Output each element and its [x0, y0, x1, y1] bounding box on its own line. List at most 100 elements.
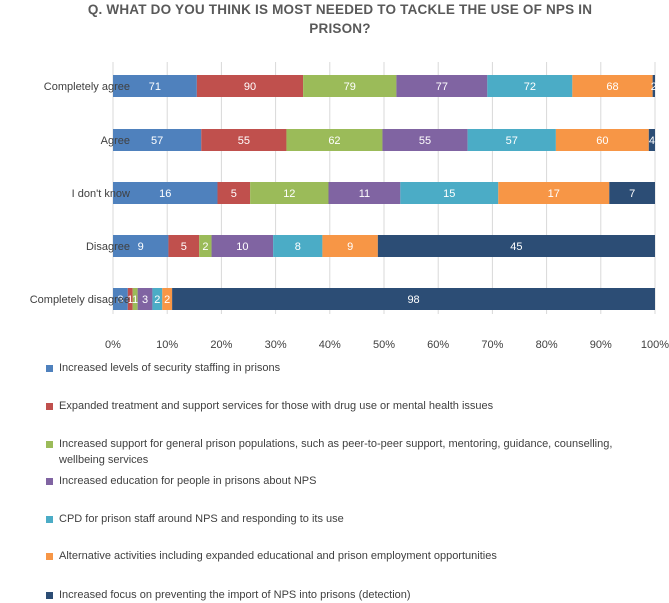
bar-segment [382, 129, 468, 151]
x-tick-label: 50% [373, 339, 395, 350]
bar-segment [648, 129, 655, 151]
category-label: Agree [101, 135, 130, 147]
bar-row: 3 11 3 2 2 98 [113, 288, 656, 310]
bar-segment [137, 288, 153, 310]
bar-row: 57 55 62 55 57 60 4 [113, 129, 655, 151]
x-tick-label: 40% [319, 339, 341, 350]
bar-segment [609, 182, 655, 204]
data-label: 55 [238, 135, 250, 147]
data-label: 45 [510, 241, 522, 253]
bar-segment [113, 182, 218, 204]
chart-title: Q. WHAT DO YOU THINK IS MOST NEEDED TO T… [87, 2, 593, 36]
x-axis-ticks: 0% 10% 20% 30% 40% 50% 60% 70% 80% 90% 100% [105, 339, 669, 350]
data-label: 4 [649, 135, 655, 147]
data-label: 62 [328, 135, 340, 147]
data-label: 1 [132, 294, 138, 306]
x-tick-label: 80% [536, 339, 558, 350]
bar-segment [162, 288, 173, 310]
data-label: 98 [407, 294, 419, 306]
bar-segment [555, 129, 649, 151]
data-label: 71 [149, 81, 161, 93]
legend-item: Increased education for people in prison… [46, 473, 659, 489]
x-tick-label: 60% [427, 339, 449, 350]
bar-segment [196, 75, 304, 97]
x-tick-label: 90% [590, 339, 612, 350]
bar-row: 16 5 12 11 15 17 7 [113, 182, 655, 204]
legend-swatch [46, 478, 53, 485]
data-label: 3 [117, 294, 123, 306]
data-label: 57 [151, 135, 163, 147]
legend-swatch [46, 365, 53, 372]
bar-segment [652, 75, 655, 97]
bars: 71 90 79 77 72 68 257 55 62 55 57 60 416 5 12 11 15 17 79 5… [113, 75, 657, 310]
data-label: 55 [419, 135, 431, 147]
category-labels: Completely agree Agree I don't know Disagre… [30, 81, 130, 306]
data-label: 2 [651, 81, 657, 93]
data-label: 90 [244, 81, 256, 93]
bar-segment [217, 182, 251, 204]
bar-segment [572, 75, 653, 97]
bar-row: 9 5 2 10 8 9 45 [113, 235, 655, 257]
data-label: 3 [142, 294, 148, 306]
bar-segment [377, 235, 655, 257]
legend-swatch [46, 441, 53, 448]
legend-label: Increased levels of security staffing in… [59, 362, 281, 374]
bar-segment [396, 75, 488, 97]
bar-segment [199, 235, 212, 257]
bar-segment [322, 235, 378, 257]
data-label: 9 [138, 241, 144, 253]
legend-item: CPD for prison staff around NPS and resp… [46, 511, 659, 527]
data-label: 57 [506, 135, 518, 147]
data-label: 2 [202, 241, 208, 253]
legend-swatch [46, 592, 53, 599]
data-label: 68 [606, 81, 618, 93]
legend-item: Increased levels of security staffing in… [46, 360, 659, 376]
data-label: 2 [154, 294, 160, 306]
bar-segment [467, 129, 556, 151]
legend-item: Increased support for general prison pop… [46, 436, 659, 468]
data-label: 1 [127, 294, 133, 306]
x-tick-label: 100% [641, 339, 669, 350]
legend-label: Expanded treatment and support services … [59, 400, 494, 412]
bar-segment [303, 75, 397, 97]
bar-row: 71 90 79 77 72 68 2 [113, 75, 657, 97]
bar-segment [168, 235, 200, 257]
data-label: 72 [524, 81, 536, 93]
data-label: 2 [164, 294, 170, 306]
legend-label: CPD for prison staff around NPS and resp… [59, 513, 344, 525]
data-label: 11 [359, 188, 370, 200]
data-label: 8 [295, 241, 301, 253]
legend-swatch [46, 516, 53, 523]
bar-segment [113, 288, 128, 310]
x-tick-label: 70% [481, 339, 503, 350]
data-label: 9 [347, 241, 353, 253]
bar-segment [152, 288, 163, 310]
data-label: 79 [344, 81, 356, 93]
bar-segment [132, 288, 138, 310]
data-label: 7 [629, 188, 635, 200]
category-label: I don't know [72, 188, 130, 200]
data-label: 5 [231, 188, 237, 200]
bar-segment [487, 75, 573, 97]
bar-segment [113, 129, 202, 151]
x-tick-label: 0% [105, 339, 121, 350]
legend-swatch [46, 403, 53, 410]
stacked-bar-chart: 71 90 79 77 72 68 257 55 62 55 57 60 416 5 12 11 15 17 79 5… [30, 62, 669, 350]
data-label: 16 [159, 188, 171, 200]
bar-segment [113, 235, 169, 257]
data-label: 17 [548, 188, 560, 200]
data-label: 10 [236, 241, 248, 253]
bar-segment [113, 75, 197, 97]
bar-segment [273, 235, 323, 257]
category-label: Disagree [86, 241, 130, 253]
legend-label: Increased education for people in prison… [59, 475, 317, 487]
legend-item: Alternative activities including expande… [46, 548, 659, 564]
data-label: 77 [436, 81, 448, 93]
data-label: 60 [596, 135, 608, 147]
bar-segment [498, 182, 610, 204]
x-tick-label: 10% [156, 339, 178, 350]
category-label: Completely agree [44, 81, 130, 93]
bar-segment [328, 182, 401, 204]
legend-label: Increased focus on preventing the import… [59, 589, 411, 601]
bar-segment [127, 288, 133, 310]
